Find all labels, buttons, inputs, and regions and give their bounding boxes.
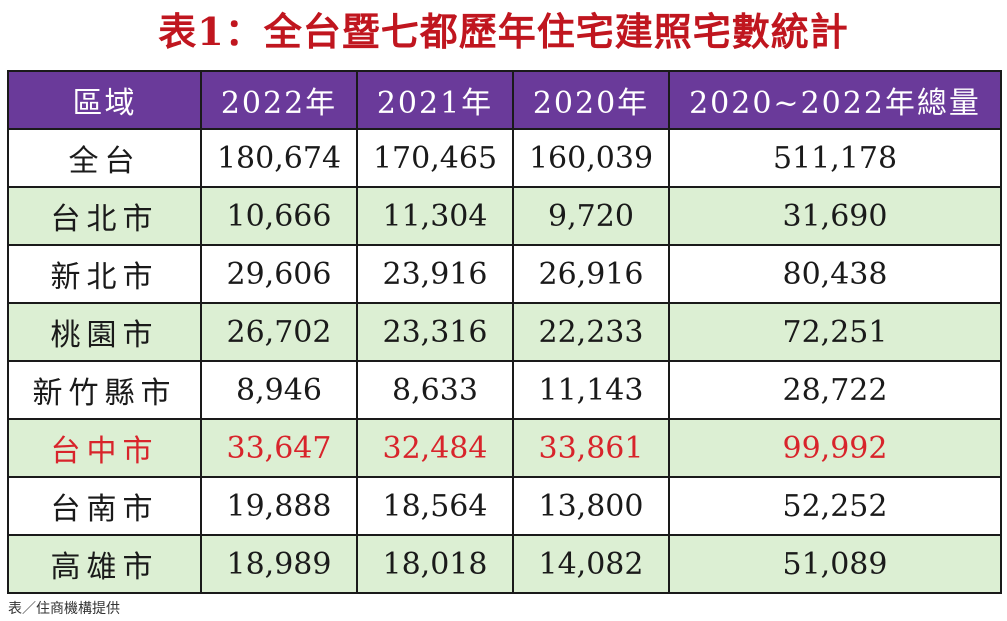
cell-2020: 11,143	[512, 360, 670, 420]
cell-total: 51,089	[668, 534, 1002, 594]
cell-2020: 33,861	[512, 418, 670, 478]
cell-total: 31,690	[668, 186, 1002, 246]
cell-region: 台北市	[7, 186, 202, 246]
cell-2021: 18,018	[356, 534, 514, 594]
cell-region: 台中市	[7, 418, 202, 478]
cell-2020: 14,082	[512, 534, 670, 594]
cell-2022: 180,674	[200, 128, 358, 188]
table-row: 台南市 19,888 18,564 13,800 52,252	[7, 476, 1002, 536]
cell-2020: 9,720	[512, 186, 670, 246]
cell-region: 全台	[7, 128, 202, 188]
cell-2020: 160,039	[512, 128, 670, 188]
cell-total: 80,438	[668, 244, 1002, 304]
cell-total: 52,252	[668, 476, 1002, 536]
table-row: 新北市 29,606 23,916 26,916 80,438	[7, 244, 1002, 304]
header-2020: 2020年	[512, 70, 670, 130]
cell-total: 28,722	[668, 360, 1002, 420]
cell-region: 新北市	[7, 244, 202, 304]
cell-2021: 23,916	[356, 244, 514, 304]
header-total: 2020~2022年總量	[668, 70, 1002, 130]
table-row: 新竹縣市 8,946 8,633 11,143 28,722	[7, 360, 1002, 420]
cell-2021: 11,304	[356, 186, 514, 246]
header-2022: 2022年	[200, 70, 358, 130]
header-region: 區域	[7, 70, 202, 130]
header-row: 區域 2022年 2021年 2020年 2020~2022年總量	[7, 70, 1002, 130]
cell-2020: 26,916	[512, 244, 670, 304]
cell-2020: 22,233	[512, 302, 670, 362]
cell-2020: 13,800	[512, 476, 670, 536]
cell-2021: 170,465	[356, 128, 514, 188]
source-credit: 表／住商機構提供	[8, 601, 120, 617]
cell-region: 桃園市	[7, 302, 202, 362]
table-row-highlighted: 台中市 33,647 32,484 33,861 99,992	[7, 418, 1002, 478]
cell-region: 新竹縣市	[7, 360, 202, 420]
cell-total: 72,251	[668, 302, 1002, 362]
cell-2021: 18,564	[356, 476, 514, 536]
housing-permits-table: 區域 2022年 2021年 2020年 2020~2022年總量 全台 180…	[7, 70, 1002, 594]
cell-2022: 10,666	[200, 186, 358, 246]
table-row: 台北市 10,666 11,304 9,720 31,690	[7, 186, 1002, 246]
table-title: 表1：全台暨七都歷年住宅建照宅數統計	[158, 9, 849, 54]
cell-2022: 33,647	[200, 418, 358, 478]
table-row: 高雄市 18,989 18,018 14,082 51,089	[7, 534, 1002, 594]
cell-2022: 19,888	[200, 476, 358, 536]
cell-2021: 32,484	[356, 418, 514, 478]
table-row: 全台 180,674 170,465 160,039 511,178	[7, 128, 1002, 188]
cell-2022: 18,989	[200, 534, 358, 594]
cell-total: 511,178	[668, 128, 1002, 188]
cell-2022: 29,606	[200, 244, 358, 304]
cell-region: 高雄市	[7, 534, 202, 594]
cell-2022: 26,702	[200, 302, 358, 362]
header-2021: 2021年	[356, 70, 514, 130]
cell-2021: 23,316	[356, 302, 514, 362]
cell-2022: 8,946	[200, 360, 358, 420]
cell-total: 99,992	[668, 418, 1002, 478]
table-row: 桃園市 26,702 23,316 22,233 72,251	[7, 302, 1002, 362]
cell-2021: 8,633	[356, 360, 514, 420]
cell-region: 台南市	[7, 476, 202, 536]
